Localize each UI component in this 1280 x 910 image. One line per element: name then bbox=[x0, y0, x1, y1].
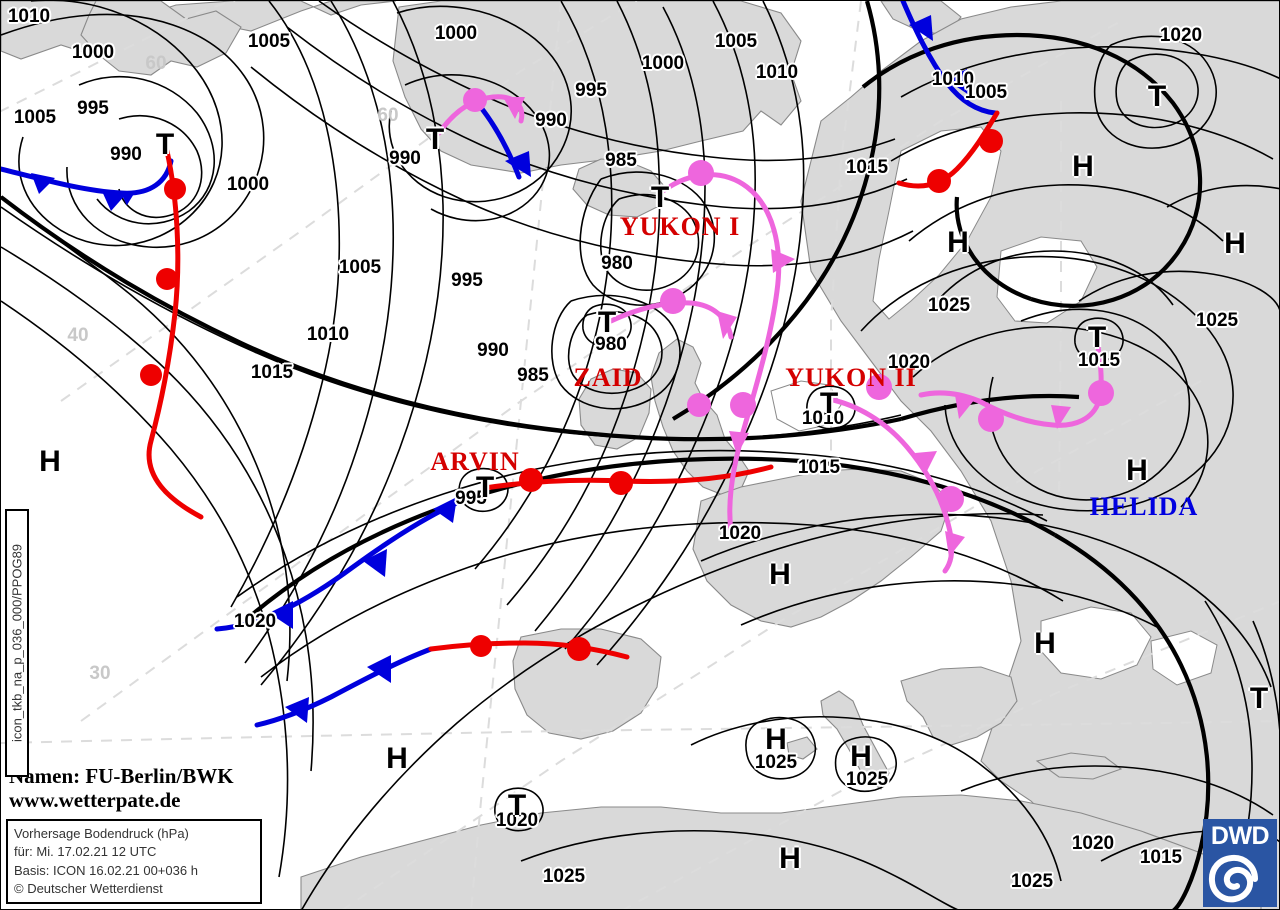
pressure-centre-h: H bbox=[1224, 227, 1246, 260]
isobar-label: 985 bbox=[605, 150, 637, 171]
pressure-centre-h: H bbox=[1126, 454, 1148, 487]
pressure-centre-h: H bbox=[386, 742, 408, 775]
graticule-label: 60 bbox=[145, 53, 167, 74]
isobar-label: 1010 bbox=[801, 408, 845, 429]
pressure-centre-h: H bbox=[850, 740, 872, 773]
isobar-label: 1015 bbox=[845, 157, 889, 178]
legend-valid-at: für: Mi. 17.02.21 12 UTC bbox=[14, 844, 157, 860]
isobar-label: 1010 bbox=[755, 62, 799, 83]
legend-copyright: © Deutscher Wetterdienst bbox=[14, 881, 163, 897]
legend-title: Vorhersage Bodendruck (hPa) bbox=[14, 826, 189, 841]
run-id-text: icon_tkb_na_p_036_000/PPOG89 bbox=[9, 543, 25, 743]
pressure-centre-t: T bbox=[597, 306, 617, 339]
storm-name: ARVIN bbox=[430, 447, 520, 476]
isobar-label: 1020 bbox=[718, 523, 762, 544]
isobar-label: 1000 bbox=[641, 53, 685, 74]
isobar-label: 1015 bbox=[1139, 847, 1183, 868]
dwd-spiral-icon bbox=[1208, 854, 1258, 903]
isobar-label: 1025 bbox=[927, 295, 971, 316]
graticule-label: 40 bbox=[67, 325, 89, 346]
isobar-label: 980 bbox=[601, 253, 633, 274]
pressure-centre-h: H bbox=[1072, 150, 1094, 183]
isobar-label: 980 bbox=[595, 334, 627, 355]
credit-line-1: Namen: FU-Berlin/BWK bbox=[9, 764, 234, 788]
pressure-centre-h: H bbox=[769, 558, 791, 591]
isobar-label: 1010 bbox=[7, 6, 51, 27]
isobar-label: 990 bbox=[110, 144, 142, 165]
pressure-centre-t: T bbox=[475, 471, 495, 504]
storm-name: YUKON II bbox=[785, 363, 917, 392]
pressure-centre-h: H bbox=[39, 445, 61, 478]
isobar-label: 1005 bbox=[964, 82, 1008, 103]
isobar-label: 990 bbox=[477, 340, 509, 361]
pressure-centre-t: T bbox=[425, 123, 445, 156]
isobar-label: 1000 bbox=[434, 23, 478, 44]
isobar-bold-layer bbox=[1, 1, 1211, 909]
occluded-front-symbols bbox=[463, 88, 1114, 557]
storm-name: ZAID bbox=[573, 363, 643, 392]
isobar-label: 1005 bbox=[338, 257, 382, 278]
credit-block: Namen: FU-Berlin/BWK www.wetterpate.de bbox=[9, 764, 234, 812]
isobar-label: 995 bbox=[455, 488, 487, 509]
pressure-centre-t: T bbox=[819, 387, 839, 420]
pressure-centre-h: H bbox=[765, 723, 787, 756]
isobar-label: 985 bbox=[517, 365, 549, 386]
isobar-label: 995 bbox=[451, 270, 483, 291]
pressure-centre-t: T bbox=[507, 789, 527, 822]
storm-name: HELIDA bbox=[1089, 492, 1199, 521]
isobar-label: 1025 bbox=[542, 866, 586, 887]
isobar-label: 1025 bbox=[1010, 871, 1054, 892]
isobar-label: 1005 bbox=[714, 31, 758, 52]
legend-box: Vorhersage Bodendruck (hPa) für: Mi. 17.… bbox=[6, 819, 262, 904]
isobar-label: 1020 bbox=[1071, 833, 1115, 854]
isobar-label: 1020 bbox=[887, 352, 931, 373]
graticule-label: 60 bbox=[377, 105, 399, 126]
pressure-centre-h: H bbox=[1034, 627, 1056, 660]
dwd-logo: DWD bbox=[1203, 819, 1277, 907]
isobar-label: 1025 bbox=[845, 769, 889, 790]
storm-name: YUKON I bbox=[619, 212, 741, 241]
isobar-label: 990 bbox=[535, 110, 567, 131]
isobar-label: 1015 bbox=[1077, 350, 1121, 371]
isobar-label: 1005 bbox=[247, 31, 291, 52]
isobar-label: 1020 bbox=[495, 810, 539, 831]
isobar-label: 1010 bbox=[306, 324, 350, 345]
pressure-centre-t: T bbox=[155, 128, 175, 161]
isobar-label: 1025 bbox=[1195, 310, 1239, 331]
dwd-wordmark: DWD bbox=[1210, 822, 1270, 850]
isobar-label: 1020 bbox=[233, 611, 277, 632]
isobar-label: 1000 bbox=[71, 42, 115, 63]
isobar-label: 1015 bbox=[797, 457, 841, 478]
run-id-box: icon_tkb_na_p_036_000/PPOG89 bbox=[5, 509, 29, 777]
isobar-label: 1005 bbox=[13, 107, 57, 128]
isobar-label: 1020 bbox=[1159, 25, 1203, 46]
isobar-label: 1010 bbox=[931, 69, 975, 90]
legend-basis: Basis: ICON 16.02.21 00+036 h bbox=[14, 862, 198, 878]
isobar-label: 995 bbox=[77, 98, 109, 119]
cold-front-pennants bbox=[31, 15, 969, 723]
warm-front-bumps bbox=[140, 129, 1003, 661]
isobar-label: 1000 bbox=[226, 174, 270, 195]
pressure-centre-h: H bbox=[779, 842, 801, 875]
pressure-centre-t: T bbox=[650, 181, 670, 214]
credit-line-2: www.wetterpate.de bbox=[9, 787, 181, 812]
pressure-centre-t: T bbox=[1147, 80, 1167, 113]
pressure-centre-t: T bbox=[1087, 321, 1107, 354]
isobar-label: 995 bbox=[575, 80, 607, 101]
pressure-centre-h: H bbox=[947, 226, 969, 259]
isobar-label: 1015 bbox=[250, 362, 294, 383]
pressure-centre-t: T bbox=[1249, 682, 1269, 715]
isobar-label: 990 bbox=[389, 148, 421, 169]
graticule-label: 30 bbox=[89, 663, 111, 684]
isobar-label: 1025 bbox=[754, 752, 798, 773]
